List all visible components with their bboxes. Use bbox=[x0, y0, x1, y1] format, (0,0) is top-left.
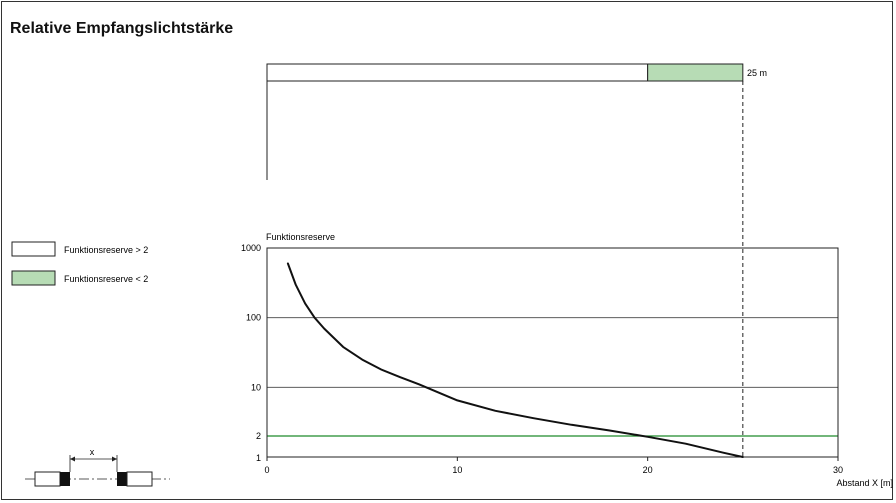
legend-label-reserve-gt2: Funktionsreserve > 2 bbox=[64, 245, 148, 255]
y-tick-label: 1000 bbox=[241, 243, 261, 253]
x-tick-label: 20 bbox=[643, 465, 653, 475]
legend-label-reserve-lt2: Funktionsreserve < 2 bbox=[64, 274, 148, 284]
range-bar-reserve-gt2 bbox=[266, 63, 649, 82]
range-bar-label: 25 m bbox=[747, 68, 767, 78]
x-axis: 0 10 20 30 bbox=[264, 457, 843, 475]
legend-swatch-reserve-gt2 bbox=[11, 241, 56, 257]
range-bar-reserve-lt2 bbox=[647, 63, 744, 82]
page-title: Relative Empfangslichtstärke bbox=[10, 20, 234, 37]
sensor-distance-diagram: x bbox=[25, 447, 170, 487]
x-tick-label: 0 bbox=[264, 465, 269, 475]
x-axis-title: Abstand X [m] bbox=[836, 478, 893, 488]
y-tick-label: 1 bbox=[256, 453, 261, 463]
plot-area bbox=[266, 247, 839, 458]
x-tick-label: 10 bbox=[452, 465, 462, 475]
grid bbox=[267, 317, 838, 388]
reference-lines bbox=[267, 81, 838, 457]
x-tick-label: 30 bbox=[833, 465, 843, 475]
series-line-funktionsreserve bbox=[286, 262, 744, 458]
y-tick-label: 2 bbox=[256, 431, 261, 441]
y-axis: 1 2 10 100 1000 bbox=[241, 243, 261, 463]
y-axis-title: Funktionsreserve bbox=[266, 232, 335, 242]
y-tick-label: 10 bbox=[251, 382, 261, 392]
y-tick-label: 100 bbox=[246, 313, 261, 323]
legend-swatch-reserve-lt2 bbox=[11, 270, 56, 286]
distance-x-label: x bbox=[90, 447, 95, 457]
